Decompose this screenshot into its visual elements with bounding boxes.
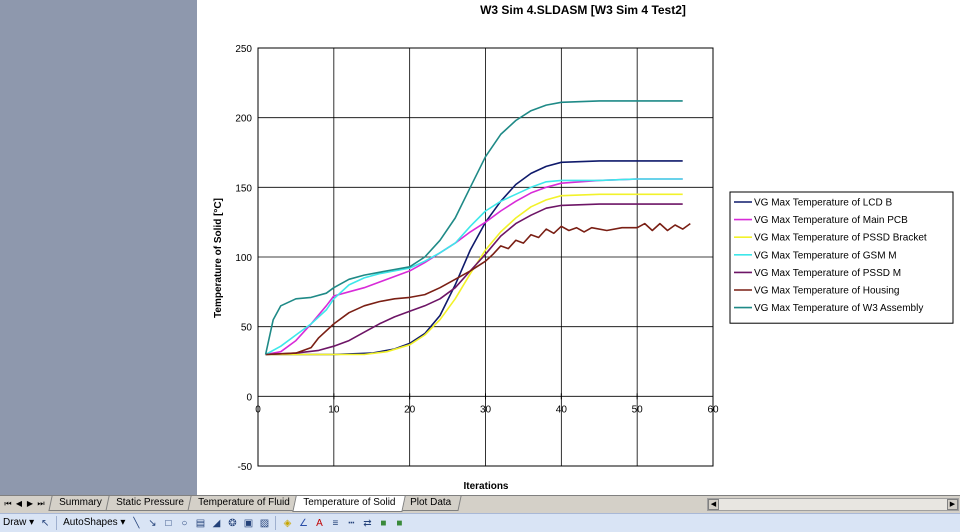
y-tick-label: 250 [235,44,252,55]
line-icon[interactable]: ╲ [133,517,140,529]
tab-label: Plot Data [409,497,451,508]
scroll-left-icon[interactable]: ◀ [708,499,719,510]
next-sheet-button[interactable]: ▶ [26,499,34,508]
chart-area: W3 Sim 4.SLDASM [W3 Sim 4 Test2] Iterati… [197,0,960,495]
scroll-right-icon[interactable]: ▶ [947,499,958,510]
textbox-icon[interactable]: ▤ [195,517,206,529]
picture-icon[interactable]: ▨ [259,517,270,529]
legend-entry-label: VG Max Temperature of W3 Assembly [754,303,923,314]
autoshapes-menu-button[interactable]: AutoShapes ▾ [63,517,126,528]
x-tick-label: 30 [480,404,492,415]
tab-summary[interactable]: Summary [48,496,113,511]
series-line-6 [265,222,691,356]
rectangle-icon[interactable]: □ [165,517,172,529]
wordart-icon[interactable]: ◢ [212,517,221,529]
tab-temperature-of-fluid[interactable]: Temperature of Fluid [187,496,300,511]
y-tick-label: 0 [246,392,252,403]
x-tick-label: 20 [404,404,416,415]
tab-label: Summary [59,497,102,508]
prev-sheet-button[interactable]: ◀ [15,499,23,508]
shadow-icon[interactable]: ■ [380,517,387,529]
series-line-7 [264,100,683,355]
tab-label: Temperature of Solid [303,497,396,508]
legend-box [729,191,954,324]
drawing-toolbar: Draw ▾ ↖ AutoShapes ▾ ╲ ↘ □ ○ ▤ ◢ ❂ ▣ ▨ … [0,513,960,532]
dash-style-icon[interactable]: ┅ [348,517,355,529]
tab-plot-data[interactable]: Plot Data [399,496,462,511]
tab-temperature-of-solid[interactable]: Temperature of Solid [292,496,407,512]
series-line-5 [265,203,683,356]
fill-color-icon[interactable]: ◈ [283,517,292,529]
tab-label: Temperature of Fluid [197,497,290,508]
horizontal-scrollbar[interactable]: ◀ ▶ [707,498,959,511]
series-line-3 [265,193,683,356]
chart-title: W3 Sim 4.SLDASM [W3 Sim 4 Test2] [480,3,686,17]
grid-layer [257,47,714,467]
y-tick-label: -50 [238,462,253,473]
3d-icon[interactable]: ■ [396,517,403,529]
series-layer [264,100,691,356]
tick-layer: -50 0 50 100 150 200 250 0 10 20 30 40 50 60 [235,44,719,473]
x-tick-label: 60 [707,404,719,415]
x-tick-label: 10 [328,404,340,415]
diagram-icon[interactable]: ❂ [228,517,237,529]
tab-label: Static Pressure [115,497,184,508]
chart-svg: W3 Sim 4.SLDASM [W3 Sim 4 Test2] Iterati… [213,3,954,492]
oval-icon[interactable]: ○ [181,517,188,529]
sheet-side-panel [0,0,197,495]
toolbar-separator [275,516,277,530]
x-tick-label: 0 [255,404,261,415]
clipart-icon[interactable]: ▣ [243,517,254,529]
x-axis-label: Iterations [463,481,508,492]
legend-entry-label: VG Max Temperature of GSM M [754,250,897,261]
legend-entry-label: VG Max Temperature of PSSD M [754,268,901,279]
first-sheet-button[interactable]: ⏮ [4,499,12,508]
toolbar-separator [56,516,58,530]
y-tick-label: 200 [235,114,252,125]
sheet-tabs: Summary Static Pressure Temperature of F… [48,496,462,513]
sheet-tab-bar: ⏮ ◀ ▶ ⏭ Summary Static Pressure Temperat… [0,495,960,513]
legend-entry-label: VG Max Temperature of PSSD Bracket [754,233,927,244]
x-tick-label: 50 [632,404,644,415]
pointer-icon[interactable]: ↖ [40,517,50,529]
legend-entry-label: VG Max Temperature of LCD B [754,198,893,209]
y-axis-label: Temperature of Solid [°C] [213,198,224,318]
arrow-icon[interactable]: ↘ [148,517,157,529]
y-tick-label: 150 [235,183,252,194]
y-tick-label: 100 [235,253,252,264]
line-style-icon[interactable]: ≡ [332,517,339,529]
draw-menu-button[interactable]: Draw ▾ [3,517,35,528]
y-tick-label: 50 [241,323,253,334]
series-line-4 [265,178,683,356]
tab-static-pressure[interactable]: Static Pressure [105,496,195,511]
legend: VG Max Temperature of LCD B VG Max Temper… [729,191,954,324]
font-color-icon[interactable]: A [316,517,323,529]
x-tick-label: 40 [556,404,568,415]
arrow-style-icon[interactable]: ⇄ [363,517,372,529]
line-color-icon[interactable]: ∠ [298,517,308,529]
legend-entry-label: VG Max Temperature of Housing [754,286,899,297]
legend-entry-label: VG Max Temperature of Main PCB [754,215,908,226]
last-sheet-button[interactable]: ⏭ [37,499,45,508]
